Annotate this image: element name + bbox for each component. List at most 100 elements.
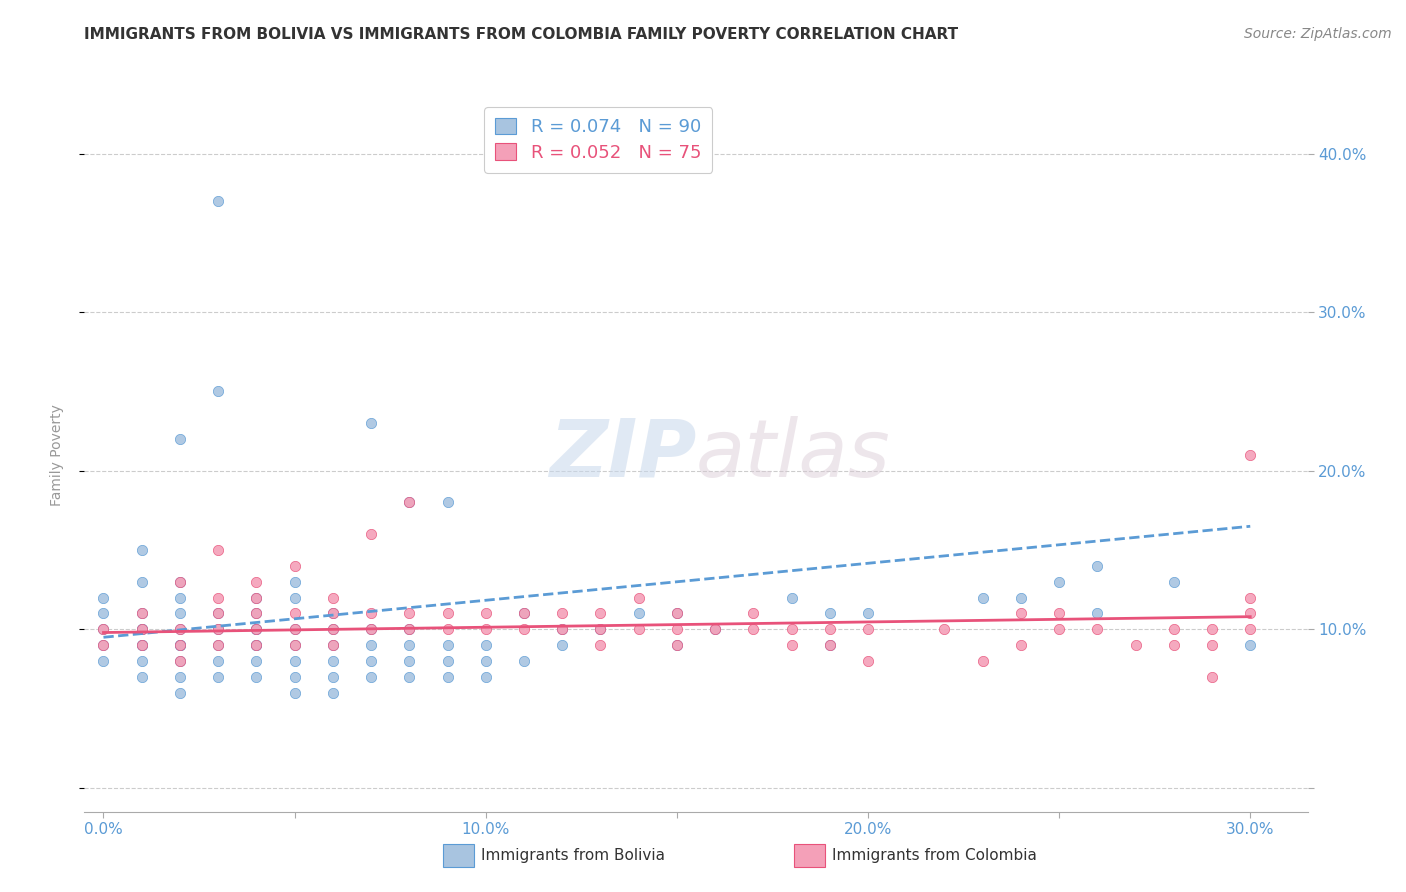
- Point: [436, 623, 458, 637]
- Point: [322, 638, 344, 652]
- Point: [1163, 638, 1185, 652]
- Point: [284, 591, 307, 605]
- Point: [207, 194, 229, 209]
- Point: [284, 686, 307, 700]
- Point: [169, 654, 191, 668]
- Point: [169, 654, 191, 668]
- Point: [513, 623, 536, 637]
- Point: [93, 623, 115, 637]
- Point: [322, 607, 344, 621]
- Point: [1047, 623, 1070, 637]
- Point: [360, 623, 382, 637]
- Point: [665, 607, 688, 621]
- Point: [245, 638, 267, 652]
- Point: [322, 591, 344, 605]
- Text: atlas: atlas: [696, 416, 891, 494]
- Point: [398, 623, 420, 637]
- Point: [322, 638, 344, 652]
- Point: [131, 638, 153, 652]
- Point: [780, 591, 803, 605]
- Point: [436, 607, 458, 621]
- Point: [856, 654, 879, 668]
- Point: [972, 654, 994, 668]
- Point: [207, 654, 229, 668]
- Point: [169, 686, 191, 700]
- Point: [360, 654, 382, 668]
- Point: [1085, 607, 1108, 621]
- Point: [169, 623, 191, 637]
- Point: [245, 591, 267, 605]
- Point: [93, 623, 115, 637]
- Point: [589, 638, 612, 652]
- Point: [398, 654, 420, 668]
- Point: [704, 623, 727, 637]
- Point: [474, 607, 496, 621]
- Point: [245, 591, 267, 605]
- Point: [131, 623, 153, 637]
- Point: [398, 495, 420, 509]
- Point: [207, 607, 229, 621]
- Point: [245, 623, 267, 637]
- Point: [1239, 623, 1261, 637]
- Point: [322, 670, 344, 684]
- Point: [1047, 574, 1070, 589]
- Y-axis label: Family Poverty: Family Poverty: [49, 404, 63, 506]
- Point: [818, 638, 841, 652]
- Point: [398, 670, 420, 684]
- Point: [93, 638, 115, 652]
- Point: [245, 654, 267, 668]
- Point: [93, 654, 115, 668]
- Point: [284, 638, 307, 652]
- Legend: R = 0.074   N = 90, R = 0.052   N = 75: R = 0.074 N = 90, R = 0.052 N = 75: [484, 107, 713, 172]
- Point: [1201, 670, 1223, 684]
- Text: Immigrants from Colombia: Immigrants from Colombia: [832, 848, 1038, 863]
- Point: [513, 654, 536, 668]
- Point: [972, 591, 994, 605]
- Point: [513, 607, 536, 621]
- Point: [1239, 607, 1261, 621]
- Point: [284, 558, 307, 573]
- Point: [169, 638, 191, 652]
- Point: [207, 670, 229, 684]
- Point: [93, 607, 115, 621]
- Point: [284, 638, 307, 652]
- Point: [665, 638, 688, 652]
- Point: [169, 670, 191, 684]
- Point: [360, 416, 382, 430]
- Point: [131, 670, 153, 684]
- Point: [1010, 638, 1032, 652]
- Point: [131, 574, 153, 589]
- Point: [207, 623, 229, 637]
- Point: [1125, 638, 1147, 652]
- Point: [131, 623, 153, 637]
- Point: [704, 623, 727, 637]
- Point: [207, 543, 229, 558]
- Point: [665, 638, 688, 652]
- Point: [1010, 591, 1032, 605]
- Point: [1163, 623, 1185, 637]
- Point: [169, 574, 191, 589]
- Point: [1239, 448, 1261, 462]
- Point: [856, 607, 879, 621]
- Point: [1085, 558, 1108, 573]
- Point: [780, 623, 803, 637]
- Point: [1239, 638, 1261, 652]
- Point: [284, 670, 307, 684]
- Point: [818, 638, 841, 652]
- Point: [398, 638, 420, 652]
- Point: [474, 638, 496, 652]
- Point: [589, 623, 612, 637]
- Point: [322, 654, 344, 668]
- Point: [131, 607, 153, 621]
- Point: [742, 623, 765, 637]
- Point: [436, 670, 458, 684]
- Point: [245, 623, 267, 637]
- Point: [245, 638, 267, 652]
- Point: [131, 623, 153, 637]
- Point: [856, 623, 879, 637]
- Point: [131, 638, 153, 652]
- Point: [169, 638, 191, 652]
- Point: [1163, 574, 1185, 589]
- Point: [131, 543, 153, 558]
- Point: [627, 607, 650, 621]
